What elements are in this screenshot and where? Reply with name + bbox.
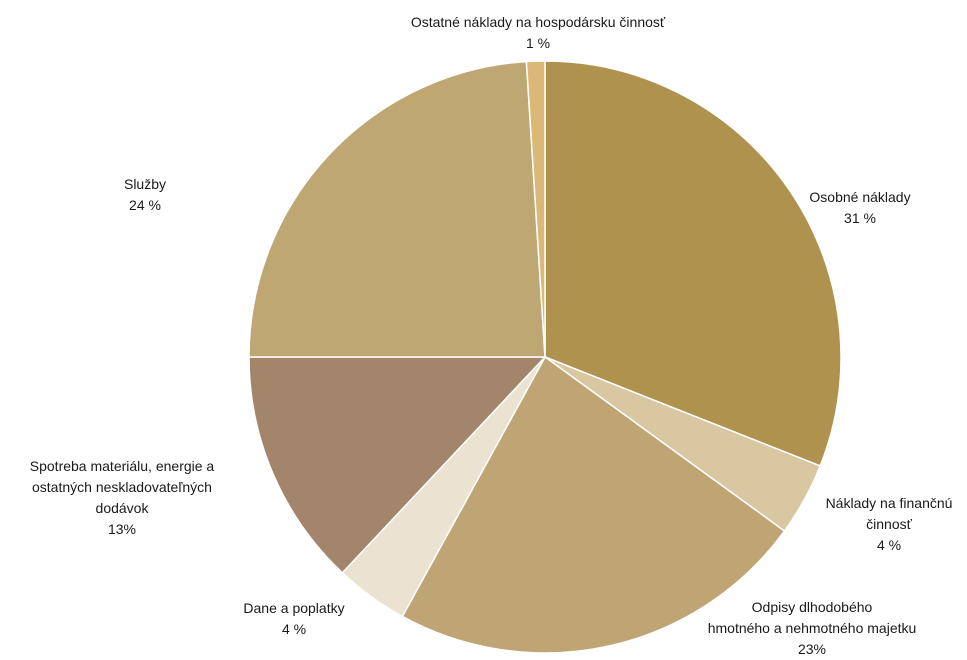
pie-slice: [401, 355, 786, 654]
slice-label: Ostatné náklady na hospodársku činnosť 1 …: [411, 14, 666, 51]
slice-value-label: 31 %: [844, 210, 876, 226]
slice-label: Spotreba materiálu, energie a ostatných n…: [30, 458, 215, 537]
slice-value-label: 24 %: [129, 197, 161, 213]
slice-name-label: Náklady na finančnú: [826, 495, 953, 511]
slice-name-label: Spotreba materiálu, energie a: [30, 458, 215, 474]
slice-name-label: Služby: [124, 176, 166, 192]
pie-labels: Osobné náklady 31 % Náklady na finančnú čin…: [30, 14, 953, 657]
slice-name-label: Ostatné náklady na hospodársku činnosť: [411, 14, 666, 30]
pie-slices: [248, 60, 842, 654]
slice-name-label: Dane a poplatky: [243, 600, 344, 616]
slice-name-label: Odpisy dlhodobého: [752, 599, 873, 615]
slice-name-label: ostatných neskladovateľných: [32, 479, 212, 495]
pie-slice: [248, 356, 547, 574]
pie-slice: [248, 60, 546, 358]
slice-label: Dane a poplatky 4 %: [243, 600, 344, 637]
slice-name-label: dodávok: [96, 500, 150, 516]
slice-value-label: 1 %: [526, 35, 550, 51]
slice-label: Služby 24 %: [124, 176, 166, 213]
slice-label: Náklady na finančnú činnosť 4 %: [826, 495, 953, 553]
slice-name-label: Osobné náklady: [809, 189, 910, 205]
slice-value-label: 4 %: [282, 621, 306, 637]
slice-value-label: 4 %: [877, 537, 901, 553]
slice-value-label: 13%: [108, 521, 136, 537]
slice-name-label: činnosť: [866, 516, 912, 532]
slice-name-label: hmotného a nehmotného majetku: [708, 620, 917, 636]
slice-label: Osobné náklady 31 %: [809, 189, 910, 226]
slice-value-label: 23%: [798, 641, 826, 657]
pie-slice: [525, 60, 546, 358]
slice-label: Odpisy dlhodobého hmotného a nehmotného m…: [708, 599, 917, 657]
pie-slice: [544, 60, 842, 467]
